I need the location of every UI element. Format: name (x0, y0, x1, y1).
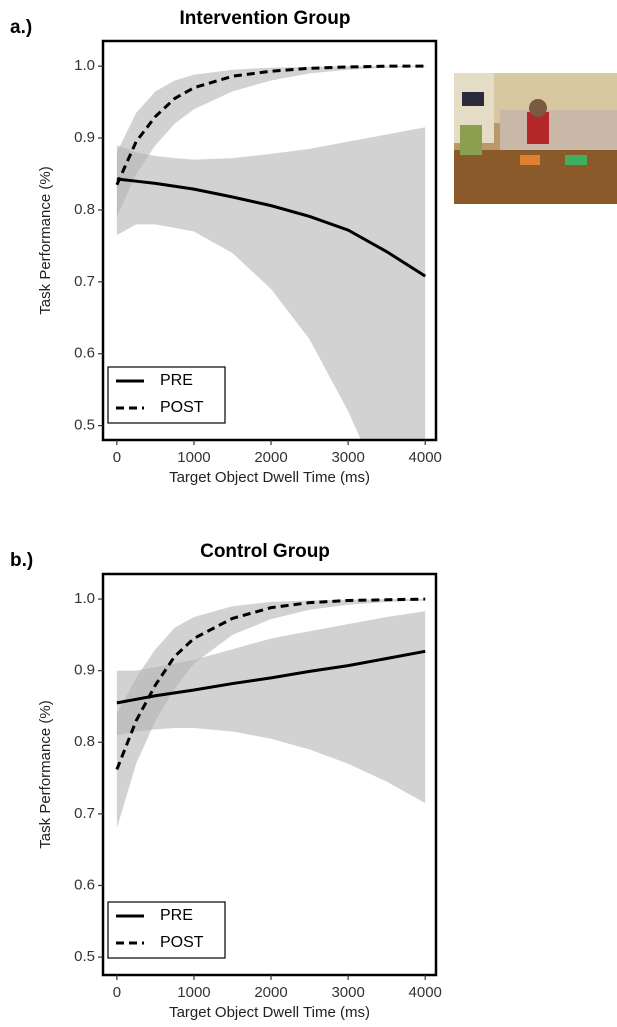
x-tick-label: 3000 (331, 984, 364, 1001)
y-tick-label: 0.9 (74, 662, 95, 679)
y-tick-label: 1.0 (74, 57, 95, 74)
y-tick-label: 0.7 (74, 273, 95, 290)
y-tick-label: 0.5 (74, 948, 95, 965)
legend: PRE POST (107, 901, 226, 959)
x-tick-label: 4000 (409, 984, 442, 1001)
legend-label: POST (160, 934, 204, 951)
y-tick-label: 1.0 (74, 590, 95, 607)
chart-title: Intervention Group (180, 8, 351, 29)
plot-area (115, 64, 427, 440)
y-axis-label: Task Performance (%) (37, 166, 54, 314)
y-tick-label: 0.6 (74, 345, 95, 362)
x-tick-label: 1000 (177, 984, 210, 1001)
x-tick-label: 4000 (409, 449, 442, 466)
panel-label: a.) (10, 17, 32, 38)
x-tick-label: 3000 (331, 449, 364, 466)
legend-box (107, 366, 226, 424)
chart-title: Control Group (200, 541, 330, 562)
x-axis-label: Target Object Dwell Time (ms) (169, 1004, 370, 1021)
chart-panel: a.) Intervention Group 0.5 0.6 0.7 0.8 0.9 1.0 0… (10, 8, 442, 486)
series-line (116, 177, 427, 278)
confidence-band (116, 611, 426, 804)
x-tick-label: 0 (113, 449, 121, 466)
plot-area (115, 597, 426, 829)
x-tick-label: 2000 (254, 449, 287, 466)
legend-label: POST (160, 399, 204, 416)
legend-label: PRE (160, 372, 193, 389)
y-tick-label: 0.8 (74, 201, 95, 218)
legend-label: PRE (160, 907, 193, 924)
x-tick-label: 1000 (177, 449, 210, 466)
x-axis-label: Target Object Dwell Time (ms) (169, 469, 370, 486)
series-line (115, 64, 426, 186)
y-tick-label: 0.9 (74, 129, 95, 146)
confidence-band (116, 66, 426, 218)
x-tick-label: 2000 (254, 984, 287, 1001)
y-tick-label: 0.6 (74, 876, 95, 893)
panel-label: b.) (10, 550, 33, 571)
photo (454, 73, 617, 204)
legend: PRE POST (107, 366, 226, 424)
plot-frame (101, 39, 438, 442)
x-tick-label: 0 (113, 984, 121, 1001)
chart-panel: b.) Control Group 0.5 0.6 0.7 0.8 0.9 1.0 0 1000 2… (10, 541, 442, 1021)
y-axis-label: Task Performance (%) (37, 700, 54, 848)
y-tick-label: 0.8 (74, 733, 95, 750)
y-tick-label: 0.7 (74, 805, 95, 822)
confidence-band (116, 599, 426, 829)
legend-box (107, 901, 226, 959)
plot-frame (101, 572, 438, 977)
series-line (115, 597, 426, 771)
y-tick-label: 0.5 (74, 417, 95, 434)
confidence-band (116, 127, 426, 440)
